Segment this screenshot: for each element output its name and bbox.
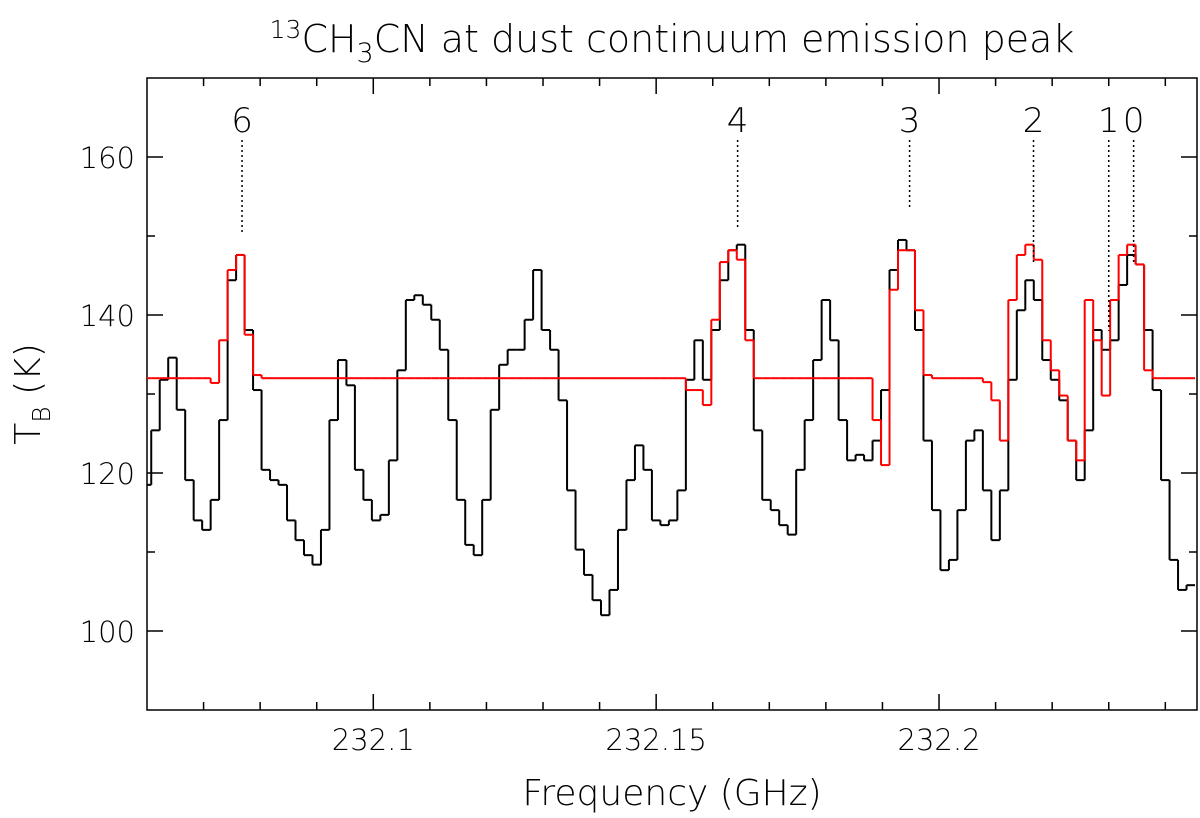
- title-subscript: 3: [357, 38, 374, 69]
- annotation-label: 3: [899, 101, 921, 141]
- title-text: CH: [301, 17, 356, 61]
- y-tick-label: 160: [80, 141, 135, 175]
- y-label-text: (K): [8, 343, 49, 406]
- y-axis-label: TB (K): [8, 343, 56, 445]
- title-superscript: 13: [270, 15, 302, 44]
- y-label-subscript: B: [27, 406, 56, 422]
- x-axis-label: Frequency (GHz): [522, 773, 821, 814]
- title-text: CN at dust continuum emission peak: [374, 17, 1075, 61]
- annotation-label: 1: [1098, 101, 1120, 141]
- y-tick-label: 100: [80, 615, 135, 649]
- step-riser: [209, 244, 1154, 466]
- annotation-label: 6: [231, 101, 253, 141]
- annotation-label: 0: [1123, 101, 1145, 141]
- x-tick-label: 232.15: [605, 723, 706, 757]
- y-tick-label: 120: [80, 457, 135, 491]
- plot-frame: [146, 77, 1198, 711]
- y-label-text: T: [8, 423, 49, 445]
- chart-title: 13CH3CN at dust continuum emission peak: [270, 15, 1075, 69]
- x-tick-label: 232.2: [898, 723, 981, 757]
- step-riser: [150, 239, 1188, 616]
- annotation-label: 4: [727, 101, 749, 141]
- x-tick-label: 232.1: [332, 723, 415, 757]
- annotation-label: 2: [1023, 101, 1045, 141]
- y-tick-label: 140: [80, 299, 135, 333]
